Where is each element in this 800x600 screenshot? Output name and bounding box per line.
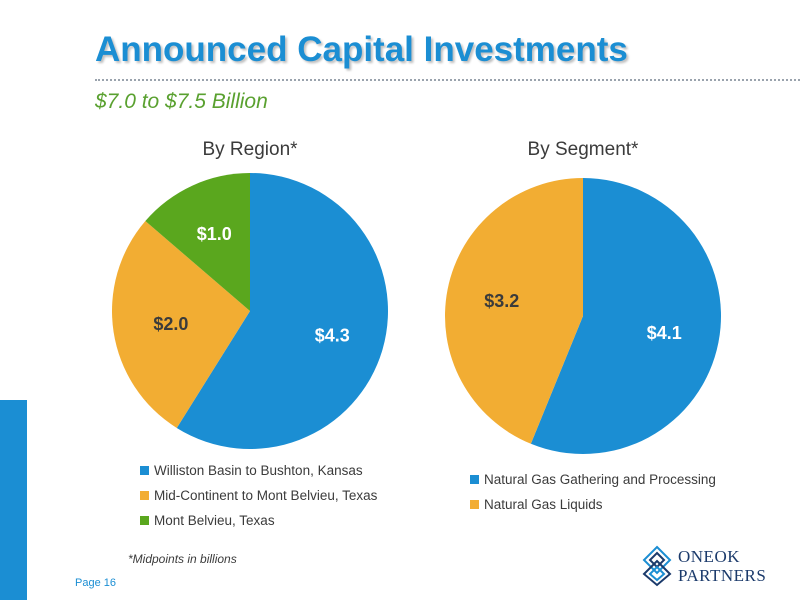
segment-pie-chart: By Segment* $4.1 $3.2 [444,139,721,454]
segment-legend-item-2: Natural Gas Liquids [470,492,716,517]
legend-swatch [140,466,149,475]
region-pie-slice-3 [145,173,250,311]
region-slice-label-2: $2.0 [153,314,188,334]
slide-title: Announced Capital Investments [95,30,628,69]
region-legend: Williston Basin to Bushton, Kansas Mid-Co… [140,458,377,533]
segment-slice-label-2: $3.2 [484,291,519,311]
region-pie-slice-1 [176,173,388,449]
segment-legend-item-1: Natural Gas Gathering and Processing [470,467,716,492]
segment-legend: Natural Gas Gathering and Processing Natu… [470,467,716,517]
legend-label: Natural Gas Liquids [484,497,603,512]
region-legend-item-1: Williston Basin to Bushton, Kansas [140,458,377,483]
logo-line-1: ONEOK [678,547,740,566]
segment-slice-label-1: $4.1 [647,323,682,343]
region-pie-slice-2 [112,221,250,428]
footnote: *Midpoints in billions [128,552,237,566]
region-chart-title: By Region* [202,139,298,160]
segment-pie-slice-2 [444,178,583,444]
legend-swatch [140,516,149,525]
logo-wordmark: ONEOK PARTNERS [678,547,766,585]
legend-label: Mid-Continent to Mont Belvieu, Texas [154,488,378,503]
page-number: Page 16 [75,577,116,589]
segment-pie-slice-1 [530,178,721,454]
logo-line-2: PARTNERS [678,566,767,585]
region-slice-label-3: $1.0 [197,224,232,244]
legend-swatch [470,500,479,509]
region-slice-label-1: $4.3 [315,326,350,346]
side-accent-bar [0,400,27,600]
slide-subtitle: $7.0 to $7.5 Billion [95,90,268,113]
legend-swatch [140,491,149,500]
legend-swatch [470,475,479,484]
segment-chart-title: By Segment* [528,139,639,160]
company-logo: ONEOK PARTNERS [640,545,790,590]
legend-label: Williston Basin to Bushton, Kansas [154,463,363,478]
legend-label: Mont Belvieu, Texas [154,513,275,528]
region-pie-chart: By Region* $4.3 $2.0 $1.0 [112,139,388,449]
region-legend-item-2: Mid-Continent to Mont Belvieu, Texas [140,483,377,508]
oneok-swirl-icon [642,545,672,587]
legend-label: Natural Gas Gathering and Processing [484,472,716,487]
title-divider [95,79,800,81]
region-legend-item-3: Mont Belvieu, Texas [140,508,377,533]
